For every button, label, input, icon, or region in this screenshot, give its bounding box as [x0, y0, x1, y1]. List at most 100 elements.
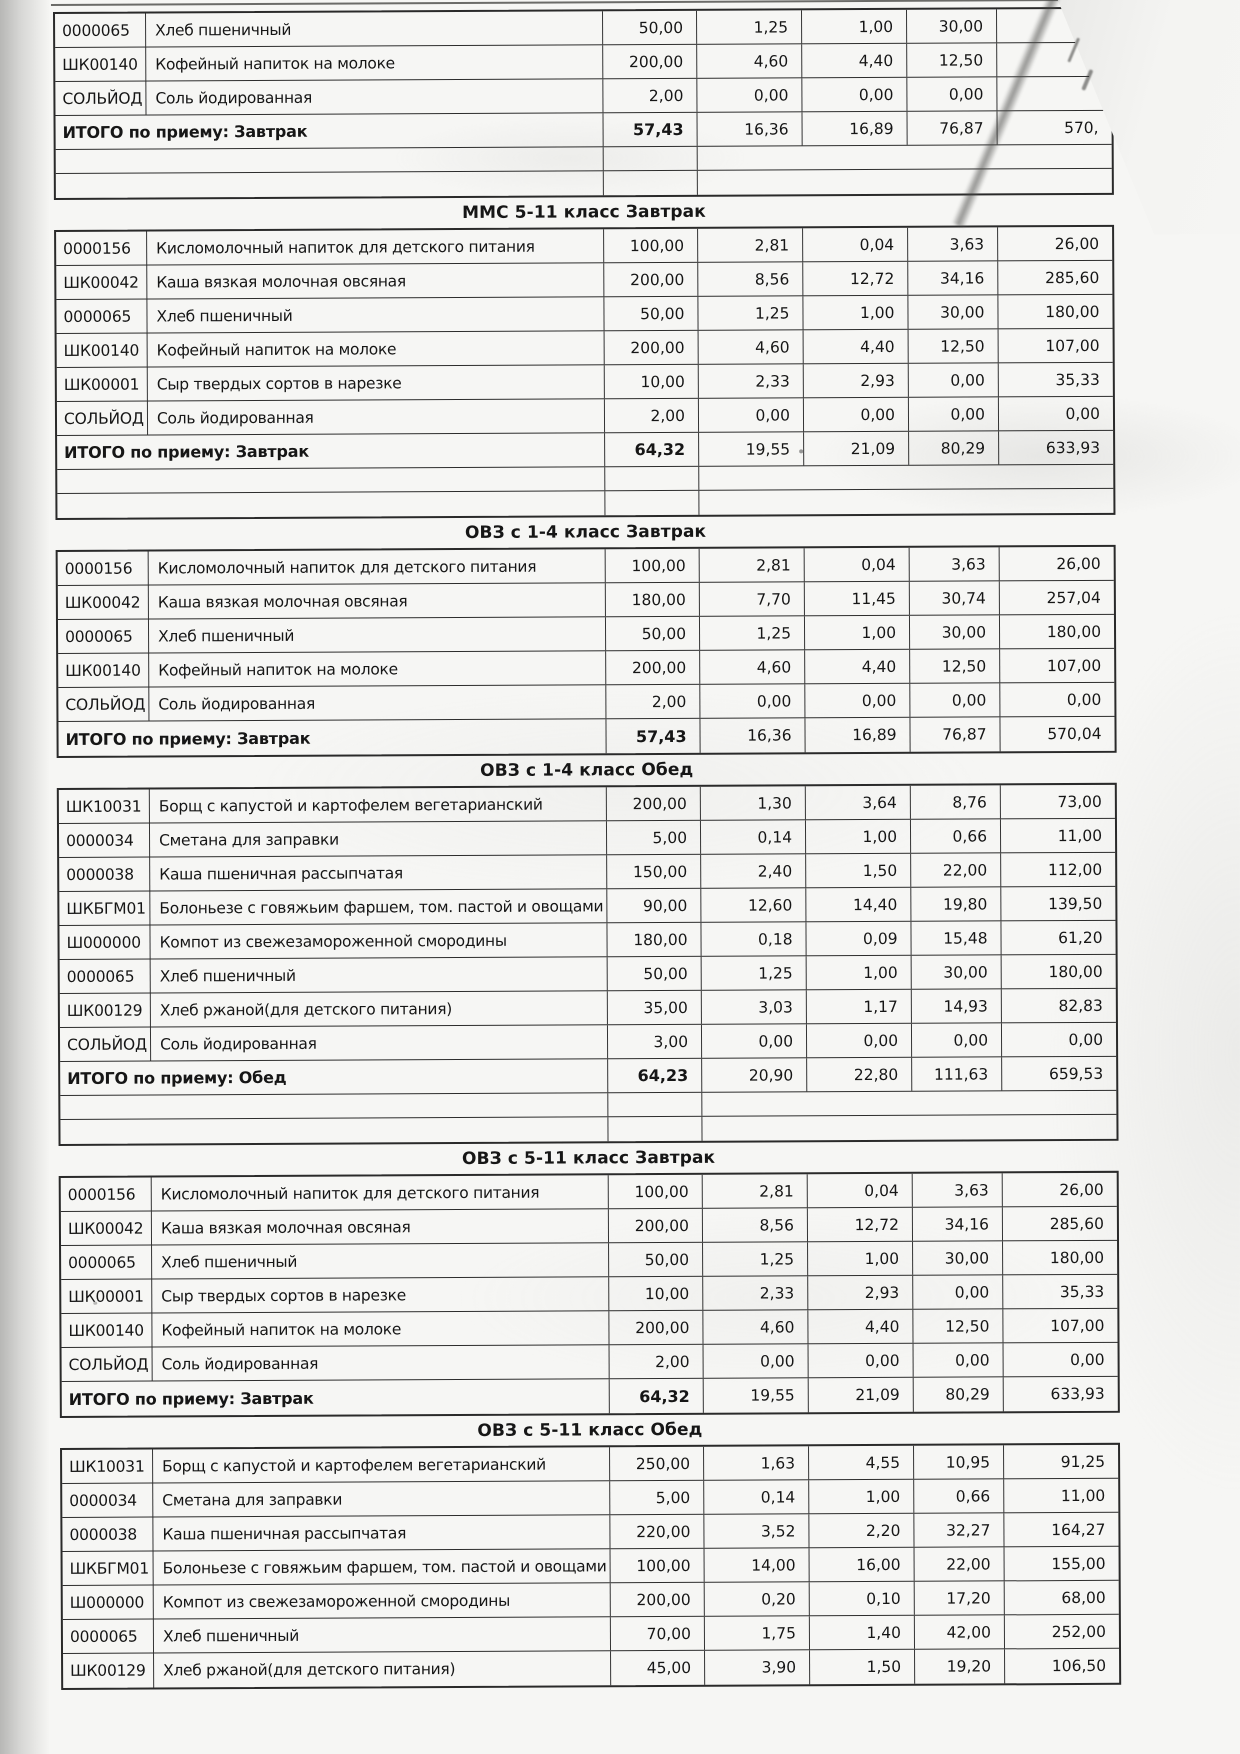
- value-cell: 3,63: [908, 227, 999, 261]
- item-name-cell: Сыр твердых сортов в нарезке: [152, 1277, 610, 1313]
- value-cell: 1,75: [704, 1616, 811, 1650]
- value-cell: 1,25: [698, 296, 804, 330]
- value-cell: 50,00: [607, 956, 702, 991]
- value-cell: 3,52: [704, 1514, 810, 1548]
- value-cell: 0,04: [807, 1173, 913, 1208]
- item-name-cell: Соль йодированная: [150, 1025, 609, 1061]
- value-cell: 107,00: [1046, 656, 1102, 675]
- item-code-cell: 0000038: [59, 857, 151, 891]
- item-code-cell: 0000065: [62, 1619, 155, 1653]
- value-cell: 1,00: [803, 295, 909, 330]
- value-cell: 107,00: [1045, 336, 1100, 355]
- menu-row: ШКБГМ01 Болоньезе с говяжьим фаршем, том.…: [62, 1546, 1119, 1586]
- menu-row: 0000065 Хлеб пшеничный 50,00 1,25 1,00 30,00 1…: [59, 954, 1116, 994]
- empty-cell: [699, 489, 1113, 515]
- value-cell: 45,00: [611, 1650, 706, 1686]
- scan-speck: [76, 705, 82, 709]
- value-cell: 19,80: [911, 887, 1002, 921]
- value-cell: 22,00: [914, 1547, 1005, 1581]
- value-cell: 2,00: [603, 78, 698, 113]
- item-name-cell: Каша пшеничная рассыпчатая: [150, 855, 608, 891]
- value-cell: 90,00: [607, 888, 702, 923]
- value-cell: 0,00: [805, 683, 911, 718]
- empty-cell: [57, 491, 606, 518]
- menu-row: Ш000000 Компот из свежезамороженной сморо…: [62, 1580, 1119, 1620]
- item-code-cell: 0000034: [58, 823, 151, 857]
- item-name-cell: Хлеб пшеничный: [152, 1243, 610, 1279]
- menu-row: 0000038 Каша пшеничная рассыпчатая 220,00 3…: [62, 1512, 1119, 1552]
- item-code-cell: ШК00140: [55, 47, 147, 81]
- value-cell: 100,00: [604, 228, 699, 263]
- item-name-cell: Хлеб ржаной(для детского питания): [150, 991, 608, 1027]
- menu-table: 0000065 Хлеб пшеничный 50,00 1,25 1,00 30,00 Ш…: [53, 6, 1114, 200]
- value-cell: 0,00: [1065, 404, 1101, 423]
- value-cell: 2,33: [698, 364, 804, 398]
- value-cell: 22,00: [911, 853, 1002, 887]
- value-cell: 50,00: [603, 10, 698, 45]
- value-cell: 0,00: [700, 684, 806, 718]
- value-cell: 180,00: [1045, 302, 1100, 321]
- value-cell: 220,00: [610, 1514, 705, 1549]
- value-cell: 50,00: [609, 1242, 704, 1277]
- scan-speck: [93, 1301, 98, 1305]
- total-value-cell: 20,90: [702, 1058, 808, 1092]
- value-cell: 4,40: [808, 1309, 914, 1344]
- value-cell: 2,33: [703, 1276, 809, 1310]
- value-cell: 257,04: [1046, 588, 1101, 607]
- value-cell: 0,00: [907, 77, 998, 111]
- total-label-cell: ИТОГО по приему: Завтрак: [57, 433, 606, 469]
- scan-speck: [799, 449, 804, 454]
- item-name-cell: Хлеб пшеничный: [147, 297, 605, 333]
- value-cell: 3,00: [607, 1024, 703, 1059]
- value-cell: 200,00: [608, 1208, 704, 1243]
- value-cell: 0,00: [697, 78, 803, 112]
- total-value-cell: 633,93: [1050, 1384, 1105, 1404]
- item-name-cell: Хлеб ржаной(для детского питания): [154, 1651, 612, 1688]
- value-cell: 50,00: [604, 296, 699, 331]
- menu-row: 0000065 Хлеб пшеничный 70,00 1,75 1,40 42,00 2…: [62, 1614, 1120, 1654]
- item-code-cell: ШКБГМ01: [59, 891, 151, 925]
- value-cell: 0,00: [913, 1275, 1004, 1309]
- total-value-cell: 16,36: [700, 718, 806, 753]
- value-cell: 32,27: [914, 1513, 1005, 1547]
- scanned-menu-document: 0000065 Хлеб пшеничный 50,00 1,25 1,00 30,00 Ш…: [50, 0, 1121, 1690]
- value-cell: 4,60: [697, 44, 803, 78]
- item-code-cell: 0000065: [59, 959, 151, 993]
- item-code-cell: ШК00042: [60, 1211, 153, 1245]
- menu-table: 0000156 Кисломолочный напиток для детског…: [55, 544, 1117, 758]
- menu-row: СОЛЬЙОД Соль йодированная 2,00 0,00 0,00 0,00…: [58, 682, 1115, 722]
- value-cell: 0,66: [914, 1479, 1005, 1513]
- total-value-cell: 16,89: [802, 111, 908, 146]
- value-cell: 1,00: [808, 1241, 914, 1276]
- value-cell: 34,16: [908, 261, 999, 295]
- empty-cell: [698, 169, 1112, 195]
- item-name-cell: Борщ с капустой и картофелем вегетарианс…: [149, 787, 607, 823]
- item-code-cell: ШК10031: [58, 789, 150, 823]
- menu-row: ШК00042 Каша вязкая молочная овсяная 200,0…: [56, 260, 1113, 300]
- item-code-cell: ШК00140: [58, 653, 150, 687]
- total-value-cell: 570,04: [1047, 724, 1102, 744]
- item-name-cell: Болоньезе с говяжьим фаршем, том. пастой…: [150, 889, 608, 925]
- value-cell: 0,00: [911, 1023, 1003, 1057]
- menu-row: ШК10031 Борщ с капустой и картофелем веге…: [62, 1444, 1119, 1484]
- value-cell: 30,00: [911, 955, 1002, 989]
- value-cell: 3,64: [805, 785, 911, 820]
- value-cell: 35,00: [607, 990, 702, 1025]
- item-name-cell: Кисломолочный напиток для детского питан…: [147, 229, 605, 265]
- item-name-cell: Хлеб пшеничный: [150, 957, 608, 993]
- value-cell: 0,20: [704, 1582, 810, 1616]
- value-cell: 112,00: [1047, 860, 1103, 879]
- menu-row: ШК00140 Кофейный напиток на молоке 200,00 4…: [58, 648, 1115, 688]
- item-code-cell: ШК00001: [61, 1279, 153, 1313]
- item-name-cell: Соль йодированная: [149, 685, 607, 721]
- empty-cell: [55, 147, 604, 173]
- value-cell: 0,00: [1070, 1350, 1105, 1369]
- value-cell: 11,00: [1060, 1486, 1106, 1505]
- value-cell: 2,81: [699, 548, 805, 582]
- total-value-cell: 80,29: [913, 1377, 1004, 1412]
- value-cell: 4,40: [802, 43, 908, 78]
- value-cell: 14,40: [806, 887, 912, 922]
- menu-row: 0000065 Хлеб пшеничный 50,00 1,25 1,00 30,00 1…: [56, 294, 1113, 334]
- value-cell: 4,60: [703, 1310, 809, 1344]
- value-cell: 107,00: [1050, 1316, 1105, 1335]
